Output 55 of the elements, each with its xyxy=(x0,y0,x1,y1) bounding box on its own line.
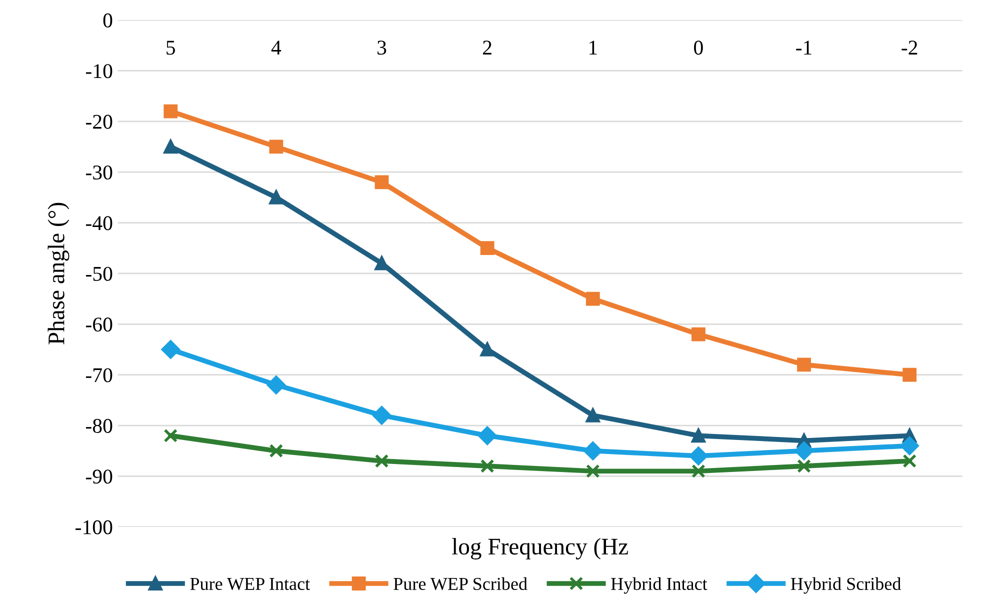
x-axis-title: log Frequency (Hz xyxy=(452,538,628,560)
point xyxy=(374,175,389,190)
y-tick-label: 0 xyxy=(103,13,112,28)
point xyxy=(269,444,284,458)
y-tick-label: -10 xyxy=(86,64,112,78)
point xyxy=(902,454,917,468)
x-tick-label: 0 xyxy=(694,40,703,55)
y-tick-label: -100 xyxy=(76,520,112,534)
point xyxy=(480,342,494,356)
y-tick-label: -30 xyxy=(86,165,112,180)
point xyxy=(478,426,497,445)
x-tick-label: 2 xyxy=(483,40,492,54)
point xyxy=(692,327,706,342)
point xyxy=(269,140,284,154)
x-tick-label: -2 xyxy=(902,40,918,54)
legend-label: Pure WEP Intact xyxy=(190,578,310,590)
point xyxy=(480,459,494,473)
y-tick-label: -80 xyxy=(86,418,112,433)
legend-label: Hybrid Intact xyxy=(611,577,708,594)
point xyxy=(794,442,814,460)
point xyxy=(374,454,389,468)
point xyxy=(374,256,389,270)
point xyxy=(480,241,494,256)
point xyxy=(164,140,178,154)
x-tick-label: 5 xyxy=(166,40,176,55)
legend-label: Hybrid Scribed xyxy=(790,577,901,594)
y-tick-label: -70 xyxy=(86,368,112,382)
x-tick-label: 1 xyxy=(590,40,597,54)
point xyxy=(797,358,811,372)
point xyxy=(902,368,917,382)
point xyxy=(586,464,600,478)
y-tick-label: -50 xyxy=(86,266,112,281)
legend-label: Pure WEP Scribed xyxy=(394,577,528,590)
x-tick-label: 3 xyxy=(378,40,386,55)
point xyxy=(164,104,178,118)
point xyxy=(586,292,600,306)
y-tick-label: -20 xyxy=(86,114,112,129)
point xyxy=(584,442,602,460)
y-tick-label: -60 xyxy=(86,318,112,332)
point xyxy=(266,376,286,394)
x-tick-label: -1 xyxy=(796,40,812,54)
point xyxy=(689,446,708,466)
x-tick-label: 4 xyxy=(271,40,282,54)
point xyxy=(372,406,391,425)
point xyxy=(586,408,600,422)
y-tick-label: -90 xyxy=(86,470,112,484)
y-axis-title: Phase angle (°) xyxy=(48,202,70,344)
point xyxy=(269,190,284,204)
point xyxy=(692,428,706,443)
y-tick-label: -40 xyxy=(86,216,112,230)
point xyxy=(692,464,706,478)
point xyxy=(164,428,178,443)
point xyxy=(161,340,180,359)
point xyxy=(797,459,811,473)
point xyxy=(900,436,919,456)
